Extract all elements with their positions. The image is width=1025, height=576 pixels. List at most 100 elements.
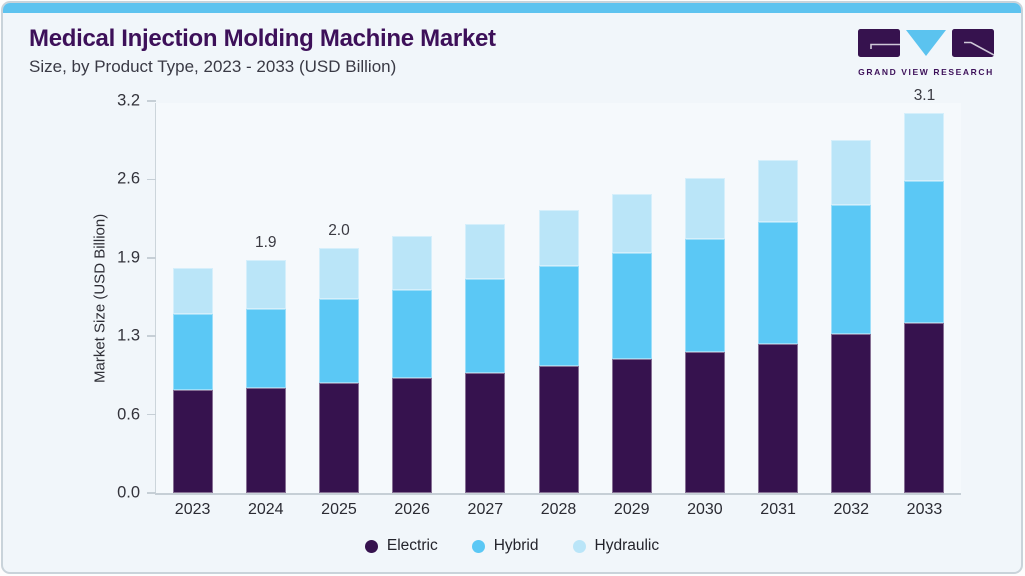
stacked-bar-2030 [684, 178, 725, 493]
y-tick-label: 2.6 [117, 169, 140, 188]
bar-segment-hydraulic-2025 [318, 248, 359, 300]
x-tick-label-2024: 2024 [247, 501, 284, 518]
bar-segment-hybrid-2025 [318, 299, 359, 383]
stacked-bar-2027 [465, 223, 506, 493]
page-title: Medical Injection Molding Machine Market [29, 25, 496, 52]
top-accent-bar [3, 3, 1021, 13]
bar-segment-electric-2026 [392, 377, 433, 493]
legend-label: Hybrid [493, 537, 539, 554]
bar-segment-electric-2024 [245, 387, 286, 493]
bar-segment-electric-2031 [758, 343, 799, 493]
legend-item-electric: Electric [364, 537, 438, 555]
legend-label: Hydraulic [594, 537, 660, 554]
bar-segment-electric-2028 [538, 365, 579, 493]
data-label-2024: 1.9 [255, 234, 277, 252]
bar-segment-electric-2023 [172, 390, 213, 493]
y-tick-mark [147, 335, 156, 337]
gvr-logo-mark [858, 29, 995, 57]
stacked-bar-2031 [758, 159, 799, 493]
y-tick-label: 1.9 [117, 248, 140, 267]
bar-segment-hydraulic-2029 [611, 194, 652, 253]
bar-segment-hybrid-2030 [684, 239, 725, 353]
bar-segment-electric-2029 [611, 359, 652, 493]
bar-group-2030: 2030 [668, 103, 741, 518]
x-tick-label-2023: 2023 [174, 501, 211, 518]
bar-segment-electric-2027 [465, 372, 506, 493]
bar-group-2025: 2.0 2025 [302, 103, 375, 518]
bar-segment-hybrid-2029 [611, 252, 652, 360]
legend-label: Electric [386, 537, 438, 554]
x-tick-label-2026: 2026 [394, 501, 430, 518]
bar-segment-hydraulic-2023 [172, 267, 213, 315]
stacked-bar-2033 [904, 113, 945, 493]
bar-segment-electric-2025 [318, 382, 359, 493]
bar-segment-hydraulic-2026 [392, 235, 433, 290]
data-label-2025: 2.0 [328, 222, 350, 239]
stacked-bar-2026 [392, 235, 433, 493]
y-tick-mark [147, 492, 156, 494]
legend-dot-electric [364, 539, 378, 553]
bar-segment-electric-2030 [684, 352, 725, 493]
x-tick-label-2030: 2030 [687, 501, 723, 518]
stacked-bar-2024 [245, 260, 286, 493]
bar-segment-hydraulic-2033 [904, 113, 945, 181]
bar-segment-hydraulic-2030 [684, 178, 725, 240]
legend-item-hybrid: Hybrid [471, 537, 539, 555]
x-tick-label-2031: 2031 [760, 501, 796, 518]
bar-group-2029: 2029 [595, 103, 668, 518]
y-tick-mark [147, 178, 156, 181]
x-tick-label-2029: 2029 [613, 501, 650, 518]
bar-segment-electric-2033 [904, 322, 945, 493]
y-axis-title: Market Size (USD Billion) [91, 213, 109, 383]
legend-dot-hybrid [471, 539, 485, 553]
bar-group-2024: 1.9 2024 [229, 103, 302, 518]
y-tick-label: 0.6 [117, 405, 140, 424]
bar-segment-hybrid-2024 [245, 309, 286, 388]
gvr-logo: GRAND VIEW RESEARCH [853, 29, 999, 77]
stacked-bar-2029 [611, 194, 652, 493]
bar-segment-hybrid-2023 [172, 314, 213, 391]
legend-dot-hydraulic [572, 539, 586, 553]
bar-segment-hybrid-2033 [904, 180, 945, 323]
x-tick-label-2032: 2032 [833, 501, 870, 518]
stacked-bar-2028 [538, 210, 579, 493]
bar-group-2027: 2027 [449, 103, 522, 518]
legend: Electric Hybrid Hydraulic [3, 537, 1021, 555]
bar-group-2026: 2026 [376, 103, 449, 518]
bar-segment-electric-2032 [831, 333, 872, 493]
y-tick-label: 0.0 [117, 483, 140, 502]
bar-group-2023: 2023 [156, 103, 229, 518]
gvr-logo-text: GRAND VIEW RESEARCH [858, 67, 994, 77]
plot-area: 2023 1.9 2024 2.0 2025 2026 2027 2028 2029 2030 20… [156, 87, 961, 518]
legend-item-hydraulic: Hydraulic [572, 537, 660, 555]
bar-group-2028: 2028 [522, 103, 595, 518]
x-tick-label-2033: 2033 [906, 501, 943, 518]
bar-segment-hybrid-2027 [465, 278, 506, 373]
stacked-bar-chart: Market Size (USD Billion) 0.0 0.6 1.3 1.9 2.… [92, 87, 961, 518]
bar-segment-hydraulic-2032 [831, 140, 872, 206]
stacked-bar-2025 [318, 248, 359, 493]
y-tick-mark [147, 257, 156, 259]
bar-segment-hydraulic-2031 [758, 159, 799, 223]
x-tick-label-2028: 2028 [540, 501, 577, 518]
bar-segment-hydraulic-2027 [465, 223, 506, 279]
y-tick-mark [147, 413, 156, 416]
data-label-2033: 3.1 [913, 87, 936, 105]
bar-segment-hydraulic-2028 [538, 210, 579, 267]
bar-segment-hybrid-2028 [538, 266, 579, 366]
header: Medical Injection Molding Machine Market… [29, 25, 496, 77]
bar-group-2033: 3.1 2033 [888, 87, 961, 518]
stacked-bar-2023 [172, 267, 213, 493]
stacked-bar-2032 [831, 140, 872, 493]
x-tick-label-2025: 2025 [321, 501, 357, 518]
page-subtitle: Size, by Product Type, 2023 - 2033 (USD … [29, 57, 397, 76]
bar-segment-hybrid-2026 [392, 289, 433, 378]
bar-group-2032: 2032 [815, 103, 888, 518]
y-tick-label: 1.3 [117, 326, 140, 345]
bar-segment-hybrid-2032 [831, 205, 872, 334]
y-tick-mark [147, 100, 156, 102]
bar-segment-hybrid-2031 [758, 222, 799, 344]
bar-group-2031: 2031 [742, 103, 815, 518]
x-tick-label-2027: 2027 [467, 501, 504, 518]
